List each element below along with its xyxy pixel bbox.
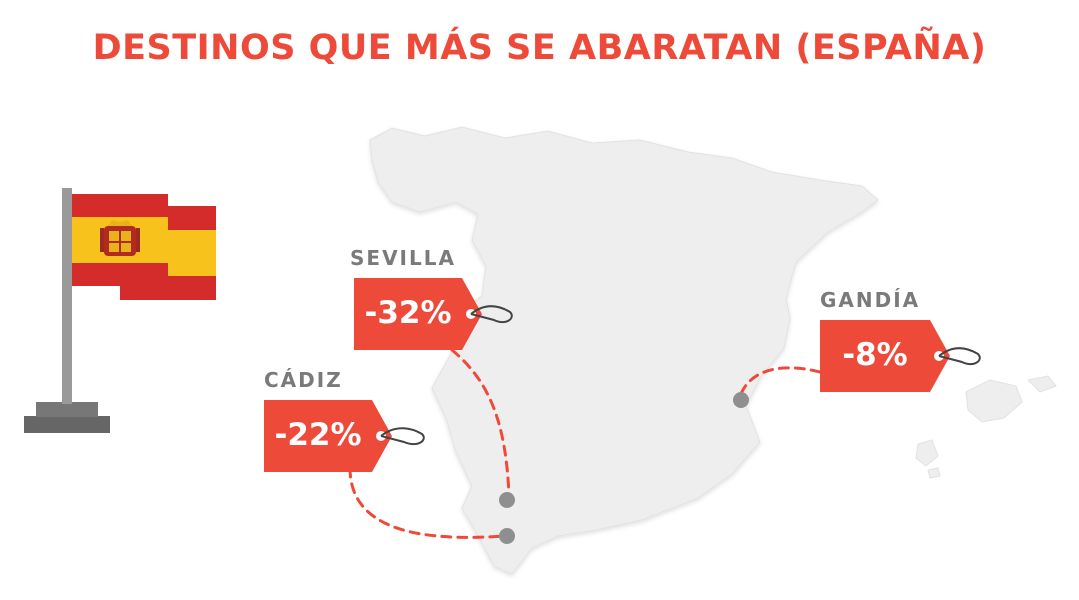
balearic-islands-illustration [915, 375, 1057, 479]
discount-gandia: -8% [842, 337, 908, 373]
page-title: DESTINOS QUE MÁS SE ABARATAN (ESPAÑA) [92, 28, 987, 68]
city-label-cadiz: CÁDIZ [264, 368, 343, 392]
discount-cadiz: -22% [274, 417, 362, 453]
city-dot-sevilla [499, 492, 515, 508]
route-gandia [738, 366, 822, 398]
city-dot-cadiz [499, 528, 515, 544]
coat-of-arms-icon [100, 220, 140, 256]
spain-flag-icon [24, 188, 216, 433]
city-label-sevilla: SEVILLA [350, 246, 456, 270]
route-cadiz [348, 466, 506, 539]
price-tag-gandia [820, 320, 981, 392]
city-dot-gandia [733, 392, 749, 408]
discount-sevilla: -32% [364, 295, 452, 331]
spain-map-illustration [369, 126, 879, 575]
flag-base [24, 416, 110, 433]
flag-base-top [36, 402, 98, 417]
city-label-gandia: GANDÍA [820, 288, 921, 312]
price-tag-sevilla [354, 278, 513, 350]
flag-pole [62, 188, 72, 404]
price-tag-cadiz [264, 400, 425, 472]
route-sevilla [450, 348, 511, 498]
